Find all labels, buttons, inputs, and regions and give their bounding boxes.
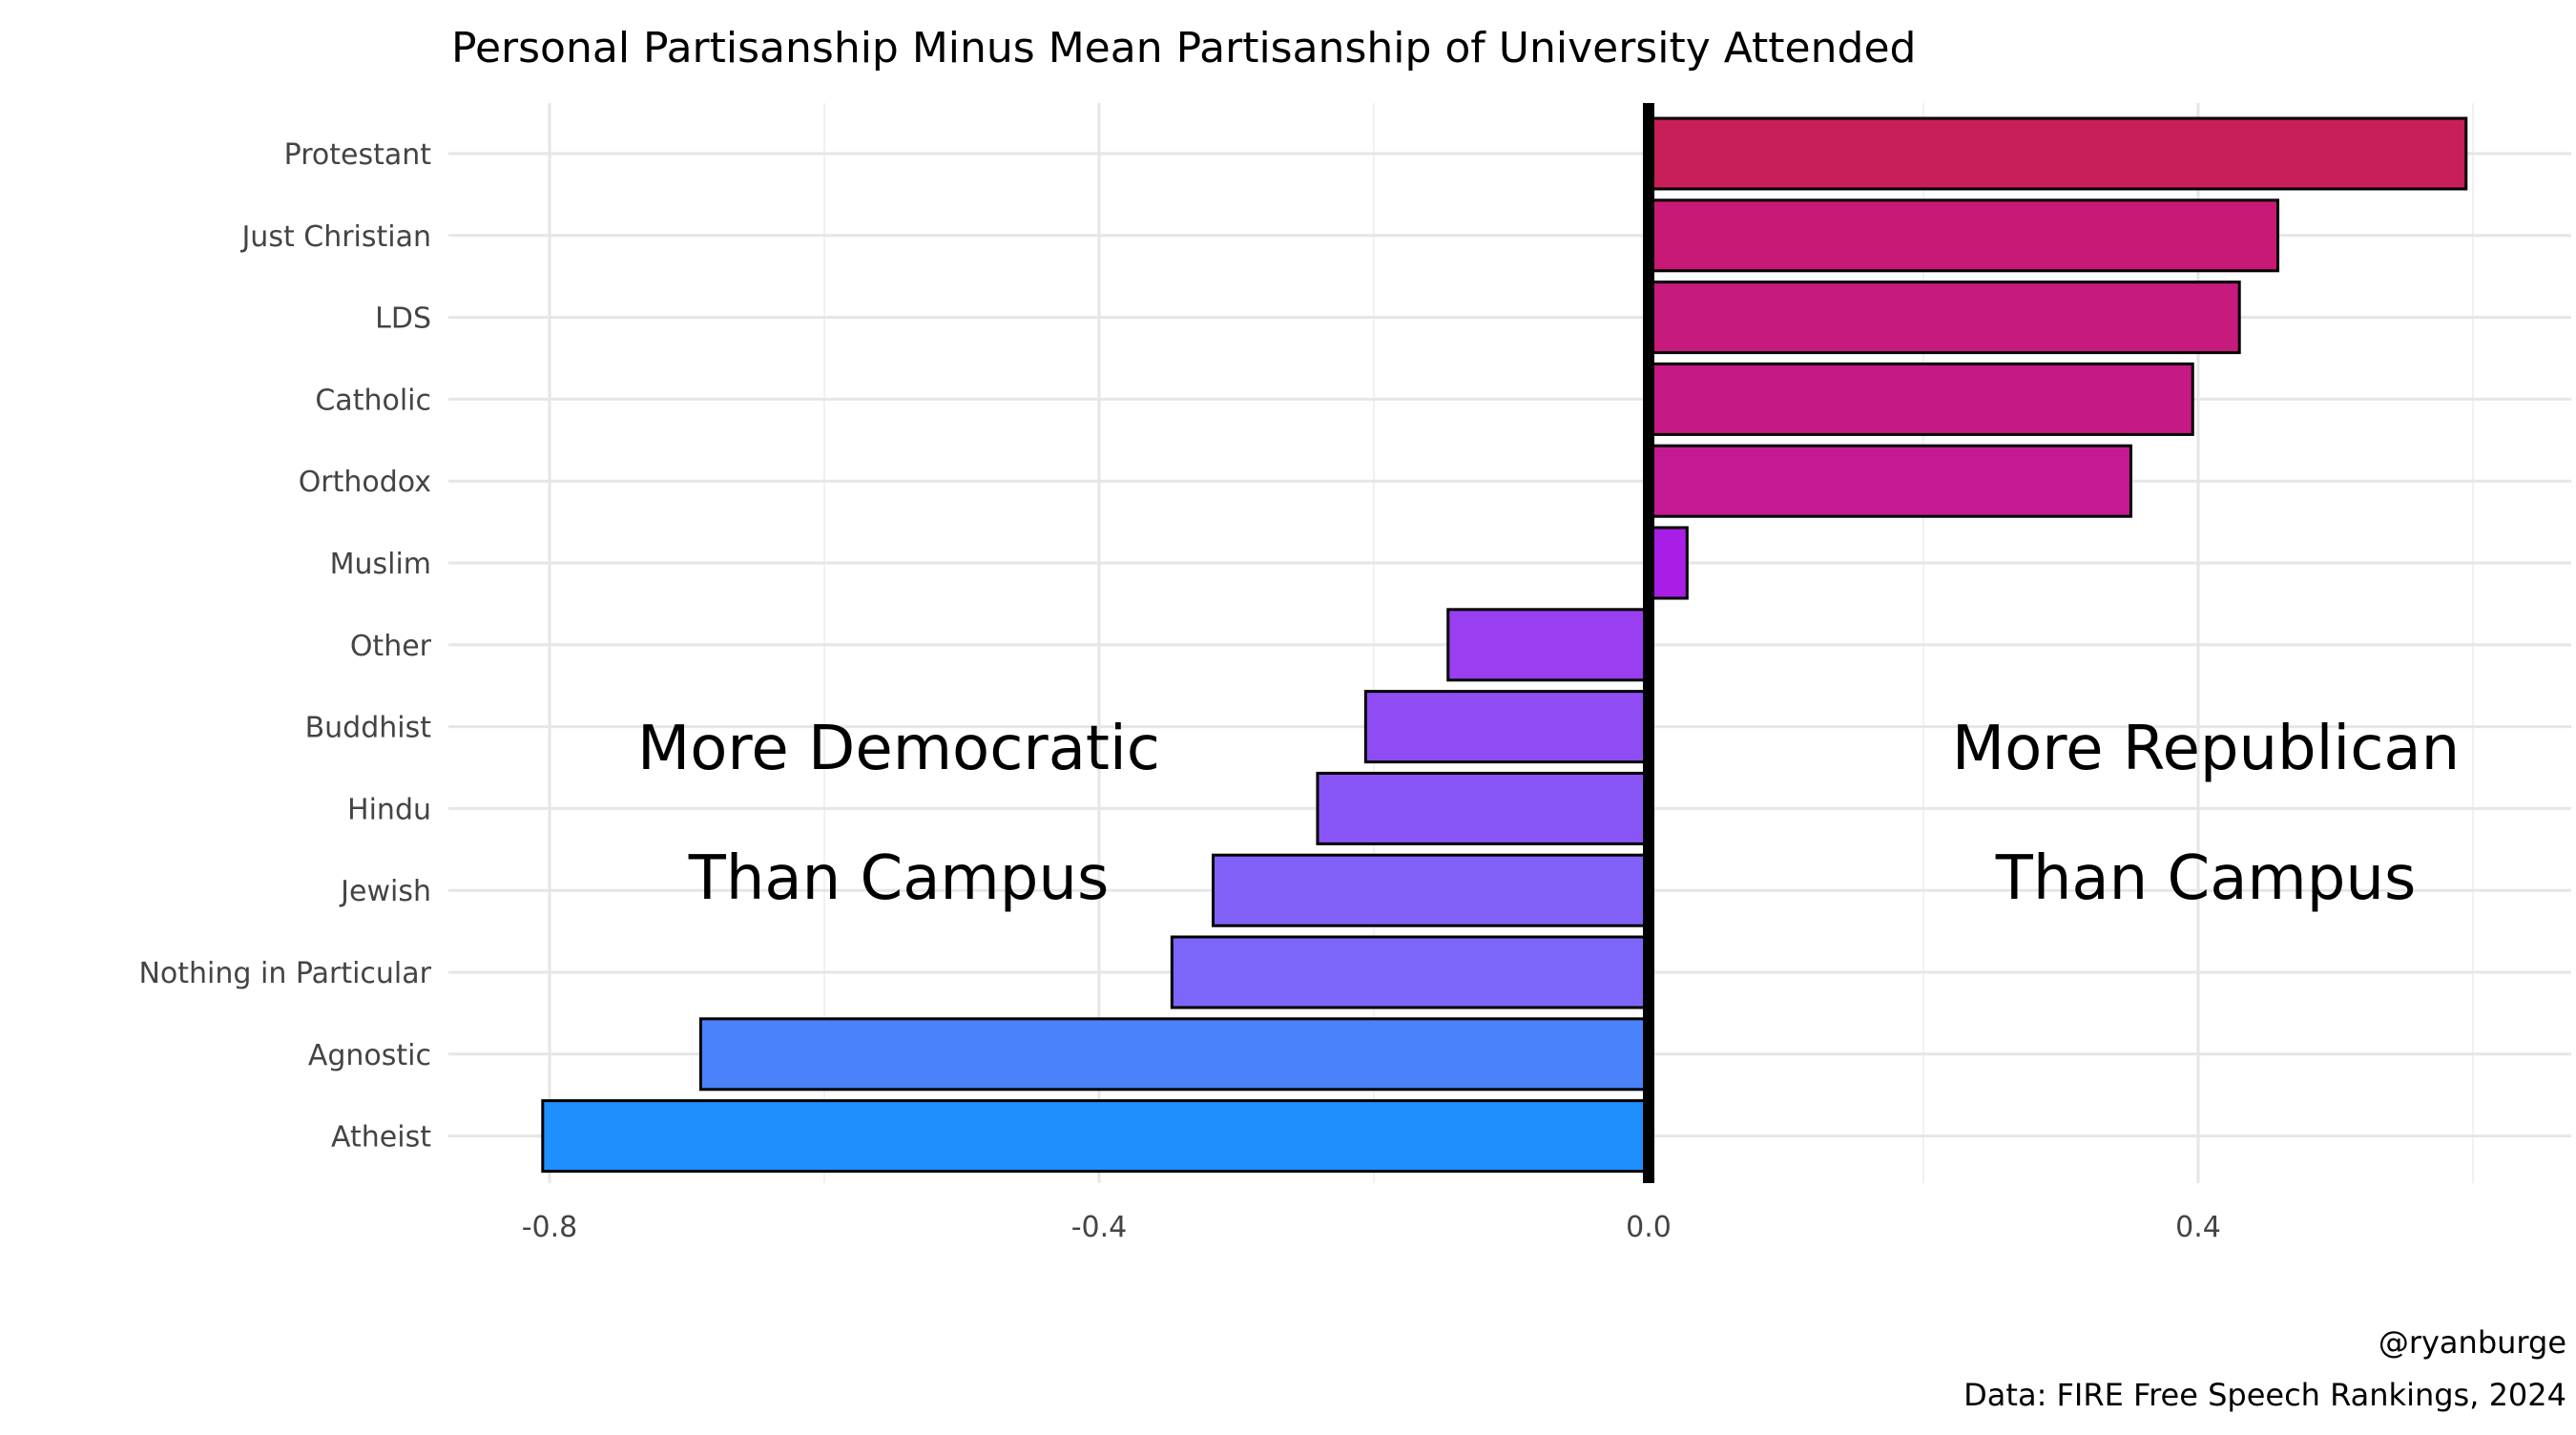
category-label: Muslim: [330, 548, 431, 581]
annotation-text: More Democratic: [637, 714, 1160, 784]
annotation-text: Than Campus: [1995, 843, 2417, 914]
bar-jewish: [1212, 853, 1651, 927]
bar-other: [1446, 608, 1651, 682]
x-tick-label: -0.4: [1071, 1211, 1128, 1244]
bar-agnostic: [698, 1017, 1651, 1092]
bar-just-christian: [1647, 198, 2280, 273]
bar-lds: [1647, 281, 2241, 355]
bar-atheist: [541, 1099, 1651, 1174]
bar-hindu: [1316, 771, 1651, 845]
category-label: Orthodox: [299, 466, 431, 499]
category-label: Protestant: [284, 138, 432, 172]
category-label: Nothing in Particular: [138, 957, 431, 990]
x-tick-label: 0.0: [1626, 1211, 1672, 1244]
caption-source: Data: FIRE Free Speech Rankings, 2024: [1963, 1377, 2566, 1413]
annotation-text: More Republican: [1952, 714, 2460, 784]
caption-handle: @ryanburge: [2379, 1324, 2566, 1361]
chart-title: Personal Partisanship Minus Mean Partisa…: [451, 24, 1916, 73]
x-tick-label: 0.4: [2175, 1211, 2221, 1244]
category-label: LDS: [375, 302, 431, 336]
category-label: Just Christian: [239, 220, 431, 254]
category-label: Atheist: [331, 1121, 431, 1154]
annotation-text: Than Campus: [688, 843, 1110, 914]
category-label: Catholic: [315, 384, 431, 417]
category-label: Other: [350, 630, 432, 663]
bar-orthodox: [1647, 444, 2132, 518]
x-tick-label: -0.8: [522, 1211, 578, 1244]
category-label: Agnostic: [308, 1039, 431, 1072]
bar-catholic: [1647, 362, 2194, 436]
bar-muslim: [1647, 526, 1689, 600]
bar-protestant: [1647, 116, 2468, 191]
category-label: Jewish: [339, 875, 431, 908]
category-label: Buddhist: [305, 712, 432, 745]
bar-buddhist: [1363, 690, 1651, 764]
bar-nothing-in-particular: [1170, 935, 1651, 1009]
chart-text: Personal Partisanship Minus Mean Partisa…: [138, 24, 2566, 1413]
bars: [541, 116, 2468, 1174]
category-label: Hindu: [347, 793, 431, 826]
